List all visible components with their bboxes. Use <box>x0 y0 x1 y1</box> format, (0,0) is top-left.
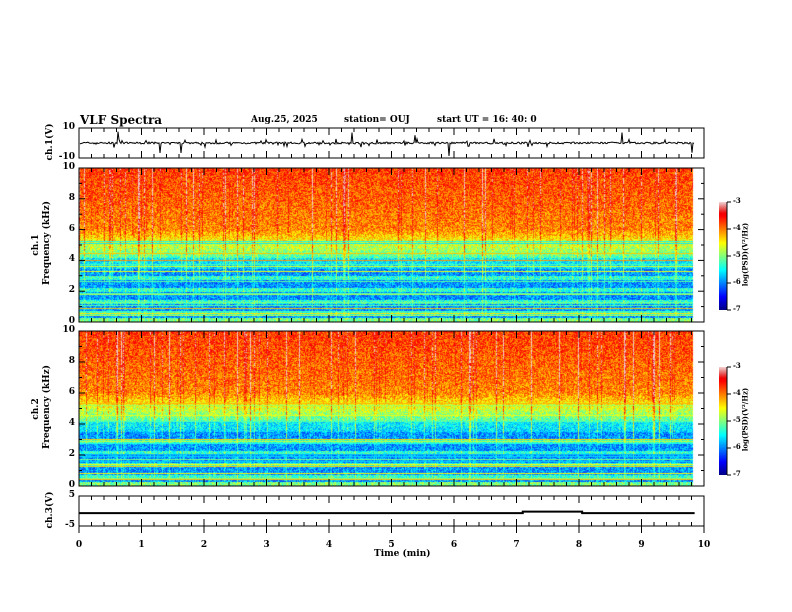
x-tick-label: 8 <box>575 540 583 550</box>
ch2-colorbar <box>719 367 727 475</box>
colorbar-tick-label: -4 <box>733 223 741 232</box>
x-tick-label: 9 <box>638 540 645 550</box>
colorbar-tick-label: -5 <box>733 415 741 424</box>
ch2-spec-ylabel-top: ch.2 <box>31 398 41 420</box>
y-tick-label: 10 <box>62 325 75 335</box>
y-tick-label: 6 <box>68 387 75 397</box>
x-tick-label: 5 <box>388 540 395 550</box>
y-tick-label: 8 <box>68 192 75 203</box>
colorbar-tick-label: -3 <box>733 196 741 205</box>
panel-frame-1 <box>78 167 705 323</box>
panel-frame-2 <box>78 330 705 487</box>
date-label: Aug.25, 2025 <box>251 115 318 125</box>
colorbar-tick-label: -7 <box>733 469 741 478</box>
colorbar-tick-label: -5 <box>733 250 741 259</box>
ch2-colorbar-label: log(PSD)(V²/Hz) <box>740 387 750 452</box>
x-tick-label: 3 <box>263 540 270 550</box>
y-tick-label: 5 <box>68 490 75 500</box>
x-tick-label: 2 <box>200 540 208 550</box>
figure-title: VLF Spectra <box>80 113 163 127</box>
y-tick-label: 0 <box>68 316 75 326</box>
ch2-spectrogram <box>79 331 704 486</box>
y-tick-label: -10 <box>58 152 75 162</box>
x-tick-label: 1 <box>138 540 145 550</box>
y-tick-label: 4 <box>68 418 75 428</box>
ch2-spec-ylabel: ch.2 Frequency (kHz) <box>31 365 53 449</box>
colorbar-tick-label: -7 <box>733 304 741 313</box>
ch1-spectrogram <box>79 168 704 322</box>
x-tick-label: 7 <box>513 540 520 550</box>
y-tick-label: 8 <box>68 356 75 366</box>
y-tick-label: 10 <box>62 122 75 132</box>
ch3-ylabel: ch.3(V) <box>45 491 55 529</box>
ch1-spec-ylabel: ch.1 Frequency (kHz) <box>31 201 53 285</box>
x-axis-label: Time (min) <box>374 549 431 559</box>
x-tick-label: 10 <box>697 540 711 550</box>
colorbar-tick-label: -4 <box>733 388 741 397</box>
x-tick-label: 4 <box>325 540 333 550</box>
ch3-trace-line <box>79 510 695 515</box>
ch1-spec-ylabel-top: ch.1 <box>31 234 41 256</box>
y-tick-label: 10 <box>62 162 75 172</box>
y-tick-label: -5 <box>65 520 75 530</box>
ch1-colorbar <box>719 202 727 310</box>
start-time-label: start UT = 16: 40: 0 <box>437 115 537 125</box>
colorbar-tick-label: -6 <box>733 442 741 451</box>
y-tick-label: 6 <box>68 223 75 234</box>
ch1-colorbar-label: log(PSD)(V²/Hz) <box>740 222 750 287</box>
ch1-ylabel: ch.1(V) <box>45 123 55 161</box>
y-tick-label: 4 <box>68 254 75 265</box>
ch2-spec-ylabel-bottom: Frequency (kHz) <box>42 364 52 449</box>
colorbar-tick-label: -6 <box>733 277 741 286</box>
x-tick-label: 6 <box>450 540 458 550</box>
station-label: station= OUJ <box>344 115 410 125</box>
ch1-waveform-line <box>79 131 695 157</box>
y-tick-label: 2 <box>68 285 75 296</box>
y-tick-label: 2 <box>68 449 75 459</box>
colorbar-tick-label: -3 <box>733 361 741 370</box>
y-tick-label: 0 <box>68 480 75 490</box>
ch1-spec-ylabel-bottom: Frequency (kHz) <box>42 200 52 285</box>
x-tick-label: 0 <box>75 540 83 550</box>
